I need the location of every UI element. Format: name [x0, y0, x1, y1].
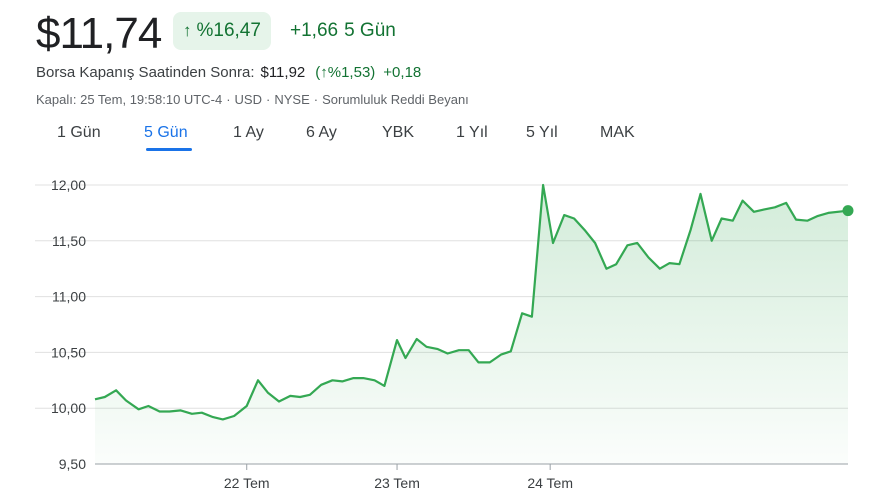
arrow-up-icon: ↑: [183, 21, 192, 40]
price-line[interactable]: [94, 183, 849, 421]
x-tick-label: 23 Tem: [374, 475, 420, 491]
tab-5-year[interactable]: 5 Yıl: [526, 124, 558, 141]
active-tab-indicator: [146, 148, 192, 151]
last-price-dot[interactable]: [842, 205, 854, 217]
change-summary: +1,66 5 Gün: [290, 12, 396, 50]
after-hours-percent: %1,53: [327, 64, 371, 81]
y-tick-label: 11,00: [52, 289, 86, 305]
currency: USD: [234, 92, 262, 107]
change-period: 5 Gün: [344, 20, 396, 41]
exchange: NYSE: [274, 92, 310, 107]
tab-ytd[interactable]: YBK: [382, 124, 415, 141]
y-tick-label: 9,50: [59, 456, 86, 472]
y-axis-labels: 12,00 11,50 11,00 10,50 10,00 9,50: [51, 177, 86, 472]
tab-1-day[interactable]: 1 Gün: [57, 124, 101, 141]
change-absolute: +1,66: [290, 20, 339, 41]
x-axis-ticks: 22 Tem 23 Tem 24 Tem: [224, 464, 573, 491]
current-price: $11,74: [36, 9, 162, 58]
y-tick-label: 10,50: [51, 344, 86, 360]
tab-max[interactable]: MAK: [600, 124, 635, 141]
tab-1-month[interactable]: 1 Ay: [233, 124, 264, 141]
price-area: [95, 185, 848, 464]
price-chart[interactable]: 12,00 11,50 11,00 10,50 10,00 9,50 22 Tem 23 T…: [0, 160, 895, 504]
x-tick-label: 24 Tem: [527, 475, 573, 491]
after-hours-row: Borsa Kapanış Saatinden Sonra: $11,92 (↑…: [36, 64, 421, 81]
y-tick-label: 12,00: [51, 177, 86, 193]
market-meta: Kapalı: 25 Tem, 19:58:10 UTC-4 · USD · NYSE ·…: [36, 92, 469, 107]
x-tick-label: 22 Tem: [224, 475, 270, 491]
y-tick-label: 10,00: [51, 400, 86, 416]
arrow-up-icon: ↑: [320, 64, 328, 81]
closed-time: Kapalı: 25 Tem, 19:58:10 UTC-4: [36, 92, 223, 107]
after-hours-price: $11,92: [260, 64, 306, 81]
tab-5-day[interactable]: 5 Gün: [144, 124, 188, 141]
change-percent: %16,47: [196, 20, 261, 41]
after-hours-percent-group: (↑%1,53): [315, 64, 376, 81]
tab-6-month[interactable]: 6 Ay: [306, 124, 337, 141]
change-percent-badge: ↑ %16,47: [173, 12, 271, 50]
after-hours-change: +0,18: [383, 64, 422, 81]
after-hours-label: Borsa Kapanış Saatinden Sonra:: [36, 64, 255, 81]
disclaimer-link[interactable]: Sorumluluk Reddi Beyanı: [322, 92, 469, 107]
y-tick-label: 11,50: [52, 233, 86, 249]
tab-1-year[interactable]: 1 Yıl: [456, 124, 488, 141]
